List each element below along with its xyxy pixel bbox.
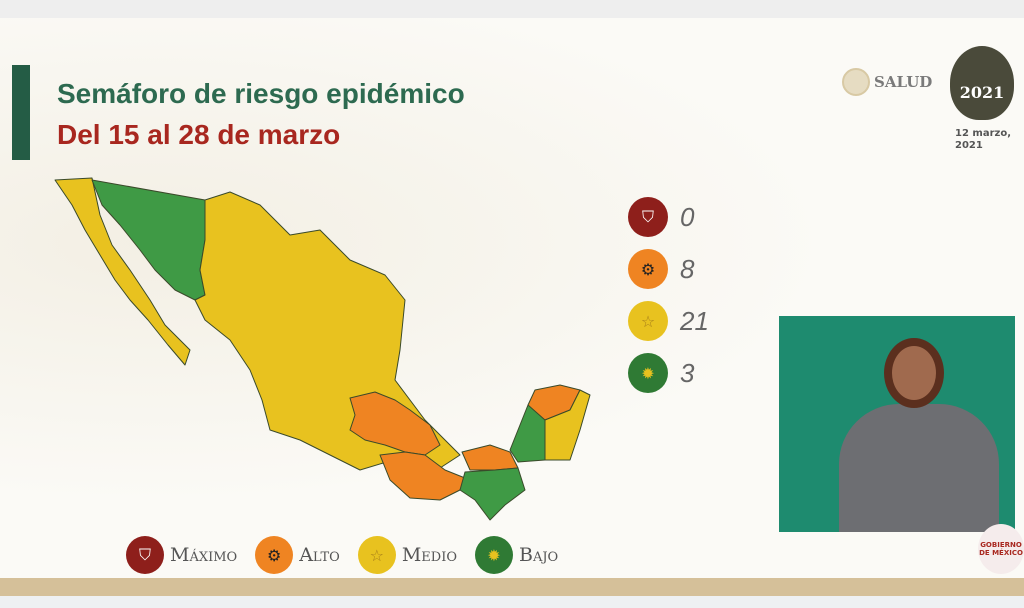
- interpreter-head: [884, 338, 944, 408]
- legend-maximo: ⛉ Máximo: [126, 536, 237, 574]
- legend: ⛉ Máximo ⚙ Alto ☆ Medio ✹ Bajo: [126, 536, 558, 574]
- region-chiapas-bajo: [459, 467, 526, 521]
- count-maximo: ⛉ 0: [628, 197, 694, 237]
- mexico-map: [54, 177, 591, 521]
- count-alto: ⚙ 8: [628, 249, 694, 289]
- gear-icon: ⚙: [628, 249, 668, 289]
- salud-logo: SALUD: [842, 68, 932, 96]
- legend-medio: ☆ Medio: [357, 536, 457, 574]
- title-accent-bar: [12, 65, 30, 160]
- shield-icon: ⛉: [628, 197, 668, 237]
- count-value: 21: [680, 305, 709, 336]
- gobierno-mexico-logo: GOBIERNO DE MÉXICO: [978, 524, 1024, 574]
- star-icon: ☆: [357, 536, 396, 574]
- agency-name: SALUD: [874, 73, 933, 91]
- count-value: 0: [680, 201, 695, 232]
- legend-bajo: ✹ Bajo: [475, 536, 558, 574]
- gear-icon: ⚙: [255, 536, 294, 574]
- legend-alto: ⚙ Alto: [255, 536, 340, 574]
- count-bajo: ✹ 3: [628, 353, 694, 393]
- date-label: 12 marzo, 2021: [955, 128, 1011, 151]
- region-tabasco-alto: [461, 444, 519, 471]
- logo-2021: 2021: [950, 46, 1014, 120]
- sign-language-interpreter-video: [779, 316, 1015, 532]
- count-medio: ☆ 21: [628, 301, 709, 341]
- page-title: Semáforo de riesgo epidémico: [57, 78, 465, 109]
- region-quintana-roo-medio: [544, 389, 591, 461]
- seal-icon: [842, 68, 870, 96]
- count-value: 3: [680, 357, 695, 388]
- top-band: [0, 0, 1024, 18]
- bottom-band: [0, 578, 1024, 596]
- shield-icon: ⛉: [126, 536, 164, 574]
- count-value: 8: [680, 253, 695, 284]
- interpreter-body: [839, 404, 999, 532]
- region-baja-california: [54, 177, 191, 366]
- star-icon: ☆: [628, 301, 668, 341]
- sun-icon: ✹: [475, 536, 513, 574]
- sun-icon: ✹: [628, 353, 668, 393]
- footer-strip: [0, 596, 1024, 608]
- page-subtitle: Del 15 al 28 de marzo: [57, 119, 341, 150]
